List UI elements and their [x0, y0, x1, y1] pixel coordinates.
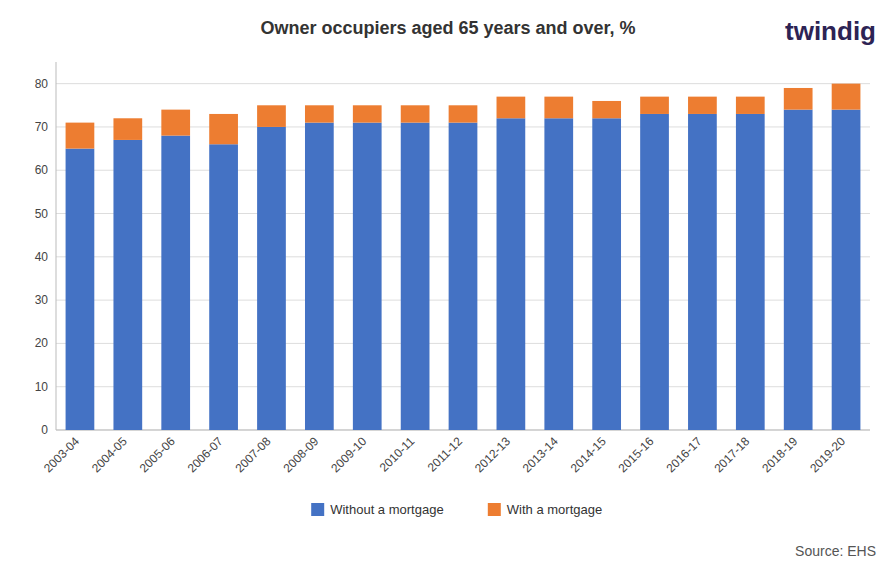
x-tick-label: 2019-20	[807, 434, 848, 475]
y-tick-label: 40	[35, 250, 49, 264]
bar-segment	[592, 101, 621, 118]
x-tick-label: 2005-06	[137, 434, 178, 475]
x-tick-label: 2008-09	[280, 434, 321, 475]
x-tick-label: 2004-05	[89, 434, 130, 475]
bar-segment	[66, 123, 95, 149]
x-tick-label: 2011-12	[425, 434, 466, 475]
legend-label: With a mortgage	[507, 502, 602, 517]
bar-segment	[209, 114, 238, 144]
bar-segment	[257, 105, 286, 127]
bar-segment	[401, 105, 430, 122]
x-tick-label: 2009-10	[328, 434, 369, 475]
x-tick-label: 2012-13	[472, 434, 513, 475]
bar-segment	[832, 84, 861, 110]
bar-segment	[832, 110, 861, 430]
y-tick-label: 0	[41, 423, 48, 437]
bar-segment	[353, 105, 382, 122]
y-axis-line	[56, 62, 57, 430]
bar-segment	[161, 136, 190, 430]
grid	[56, 84, 870, 430]
legend-label: Without a mortgage	[330, 502, 443, 517]
y-tick-label: 70	[35, 120, 49, 134]
chart: Owner occupiers aged 65 years and over, …	[0, 0, 896, 570]
bar-segment	[66, 149, 95, 430]
x-tick-label: 2006-07	[185, 434, 226, 475]
x-tick-label: 2018-19	[759, 434, 800, 475]
bar-segment	[640, 97, 669, 114]
x-tick-label: 2007-08	[233, 434, 274, 475]
bar-segment	[736, 97, 765, 114]
x-tick-label: 2010-11	[377, 434, 418, 475]
bar-segment	[353, 123, 382, 430]
bar-segment	[544, 118, 573, 430]
bar-segment	[257, 127, 286, 430]
x-tick-label: 2003-04	[41, 434, 82, 475]
bar-segment	[592, 118, 621, 430]
bars	[66, 84, 861, 430]
bar-segment	[640, 114, 669, 430]
bar-segment	[209, 144, 238, 430]
logo: twindig	[785, 16, 876, 46]
x-tick-label: 2017-18	[711, 434, 752, 475]
grid-line	[56, 83, 870, 84]
x-tick-label: 2014-15	[568, 434, 609, 475]
title: Owner occupiers aged 65 years and over, …	[260, 18, 635, 38]
x-tick-label: 2016-17	[663, 434, 704, 475]
bar-segment	[784, 88, 813, 110]
bar-segment	[305, 123, 334, 430]
bar-segment	[544, 97, 573, 119]
bar-segment	[497, 97, 526, 119]
y-tick-label: 80	[35, 77, 49, 91]
bar-segment	[688, 114, 717, 430]
legend: Without a mortgage With a mortgage	[311, 502, 602, 517]
bar-segment	[688, 97, 717, 114]
y-tick-label: 30	[35, 293, 49, 307]
bar-segment	[784, 110, 813, 430]
y-tick-label: 20	[35, 336, 49, 350]
legend-swatch	[311, 503, 324, 516]
bar-segment	[736, 114, 765, 430]
bar-segment	[497, 118, 526, 430]
y-tick-label: 60	[35, 163, 49, 177]
bar-segment	[401, 123, 430, 430]
y-tick-label: 50	[35, 207, 49, 221]
bar-segment	[161, 110, 190, 136]
bar-segment	[449, 123, 478, 430]
legend-swatch	[488, 503, 501, 516]
bar-segment	[305, 105, 334, 122]
x-tick-label: 2013-14	[520, 434, 561, 475]
x-tick-label: 2015-16	[616, 434, 657, 475]
bar-segment	[113, 118, 142, 140]
bar-segment	[449, 105, 478, 122]
y-tick-label: 10	[35, 380, 49, 394]
bar-segment	[113, 140, 142, 430]
source-note: Source: EHS	[795, 543, 876, 559]
